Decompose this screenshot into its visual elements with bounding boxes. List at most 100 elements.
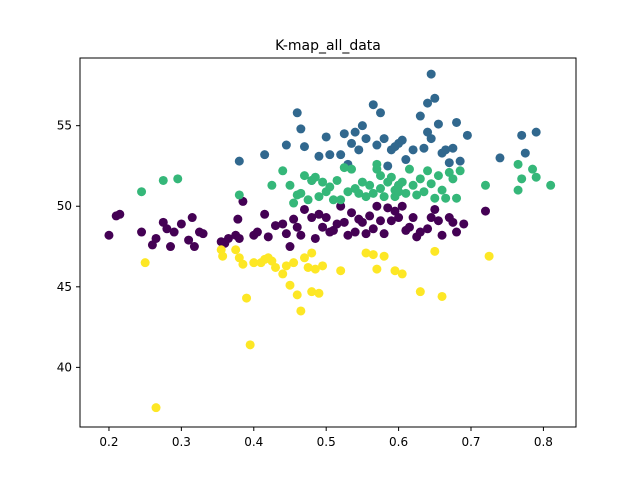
data-point <box>292 290 302 300</box>
data-point <box>260 209 270 219</box>
data-point <box>372 264 382 274</box>
data-point <box>459 219 469 229</box>
data-point <box>386 216 396 226</box>
x-tick-label: 0.3 <box>172 435 191 449</box>
data-point <box>310 233 320 243</box>
y-tick-label: 55 <box>57 119 72 133</box>
data-point <box>354 145 364 155</box>
data-point <box>397 135 407 145</box>
data-point <box>455 156 465 166</box>
data-point <box>176 219 186 229</box>
data-point <box>379 134 389 144</box>
data-point <box>365 211 375 221</box>
data-point <box>480 206 490 216</box>
data-point <box>361 134 371 144</box>
data-point <box>433 216 443 226</box>
data-point <box>383 203 393 213</box>
data-point <box>189 242 199 252</box>
data-point <box>415 227 425 237</box>
plot-frame <box>79 57 577 428</box>
y-tick-label: 40 <box>57 360 72 374</box>
data-point <box>379 251 389 261</box>
data-point <box>433 171 443 181</box>
x-tick-label: 0.5 <box>317 435 336 449</box>
data-point <box>376 184 385 194</box>
data-point <box>430 193 440 203</box>
data-point <box>426 69 436 79</box>
data-point <box>357 217 367 227</box>
data-point <box>252 227 262 237</box>
data-point <box>158 175 168 185</box>
data-point <box>376 216 385 226</box>
data-point <box>173 174 183 184</box>
data-point <box>412 190 422 200</box>
data-point <box>455 166 465 176</box>
data-point <box>520 148 530 158</box>
data-point <box>289 258 299 268</box>
data-point <box>368 224 378 234</box>
data-point <box>299 253 309 263</box>
data-point <box>271 262 280 272</box>
data-point <box>361 192 371 202</box>
data-point <box>426 134 436 144</box>
data-point <box>332 219 342 229</box>
x-axis: 0.2 0.3 0.4 0.5 0.6 0.7 0.8 <box>99 427 553 449</box>
data-point <box>187 213 197 223</box>
data-point <box>278 269 288 279</box>
data-point <box>430 246 440 256</box>
y-tick-label: 45 <box>57 280 72 294</box>
x-tick-label: 0.2 <box>99 435 118 449</box>
x-tick-label: 0.6 <box>389 435 408 449</box>
data-point <box>480 180 490 190</box>
data-point <box>242 293 252 303</box>
data-point <box>408 145 418 155</box>
data-point <box>350 127 360 137</box>
data-point <box>318 177 328 187</box>
data-point <box>383 161 393 171</box>
data-point <box>292 222 302 232</box>
data-point <box>397 269 407 279</box>
data-point <box>423 166 433 176</box>
data-point <box>441 193 451 203</box>
data-point <box>546 180 556 190</box>
data-point <box>234 190 244 200</box>
data-point <box>343 230 353 240</box>
data-point <box>166 242 176 252</box>
data-point <box>452 193 462 203</box>
data-point <box>285 280 295 290</box>
data-point <box>104 230 114 240</box>
data-point <box>430 93 440 103</box>
data-point <box>426 179 436 189</box>
data-point <box>137 227 147 237</box>
data-point <box>376 108 385 118</box>
data-point <box>314 151 324 161</box>
x-tick-label: 0.7 <box>461 435 480 449</box>
data-point <box>314 209 324 219</box>
x-tick-label: 0.4 <box>244 435 263 449</box>
data-point <box>531 127 541 137</box>
data-point <box>299 142 309 152</box>
data-point <box>379 229 389 239</box>
data-point <box>368 188 378 198</box>
data-point <box>169 227 179 237</box>
data-point <box>314 192 324 202</box>
data-point <box>517 174 527 184</box>
data-point <box>397 177 407 187</box>
data-point <box>321 213 331 223</box>
data-point <box>394 213 404 223</box>
data-point <box>162 224 172 234</box>
data-point <box>361 248 371 258</box>
chart-title: K-map_all_data <box>275 38 381 54</box>
data-point <box>441 145 451 155</box>
data-point <box>299 171 309 181</box>
data-point <box>249 258 259 268</box>
data-point <box>303 262 313 272</box>
data-point <box>285 180 295 190</box>
data-point <box>339 163 349 173</box>
data-point <box>245 340 255 350</box>
data-point <box>292 108 302 118</box>
data-point <box>513 159 523 169</box>
data-point <box>419 143 429 153</box>
points-layer <box>104 69 556 413</box>
data-point <box>260 150 270 160</box>
